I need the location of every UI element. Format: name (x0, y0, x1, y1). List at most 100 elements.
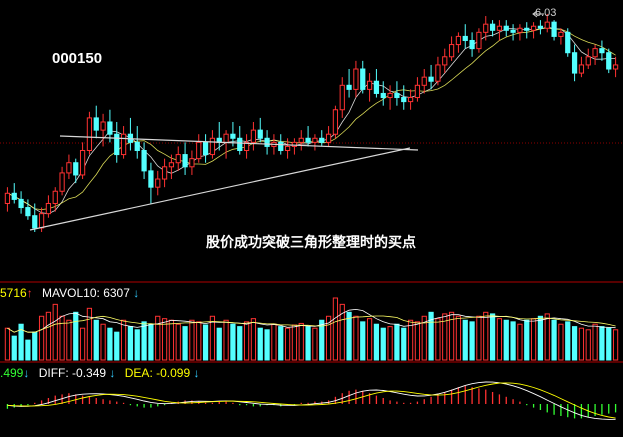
vol-value: 5716 (0, 286, 27, 300)
volume-bar (107, 327, 113, 361)
volume-bar (264, 329, 270, 361)
volume-bar (571, 326, 578, 361)
candle-body (284, 145, 291, 152)
candle-body (86, 117, 93, 152)
volume-bar (25, 339, 31, 361)
volume-bar (79, 327, 86, 361)
candle-body (189, 158, 195, 168)
volume-bar (237, 326, 243, 361)
candle-body (360, 68, 366, 90)
macd-value: .499 (0, 366, 24, 380)
volume-bar (448, 311, 455, 361)
volume-bar (4, 327, 11, 361)
candle-body (483, 23, 489, 33)
volume-bar (120, 319, 127, 361)
volume-bar (216, 327, 222, 361)
volume-bar (100, 323, 106, 361)
breakout-annotation: 股价成功突破三角形整理时的买点 (206, 234, 416, 250)
volume-bar (155, 315, 161, 361)
candle-body (551, 21, 557, 37)
candle-body (612, 64, 619, 70)
volume-bar (52, 303, 58, 361)
candle-body (155, 178, 161, 188)
candle-body (585, 56, 591, 66)
volume-bar (442, 313, 448, 361)
volume-bar (291, 324, 298, 361)
volume-bar (373, 323, 380, 361)
candle-body (45, 202, 52, 215)
candle-body (401, 97, 407, 103)
candle-body (298, 137, 304, 143)
candle-body (537, 25, 544, 29)
volume-bar (73, 311, 79, 361)
candle-body (442, 56, 448, 66)
candle-body (120, 133, 127, 156)
macd-indicator-bar: .499↓ DIFF: -0.349 ↓ DEA: -0.099 ↓ (0, 366, 200, 380)
volume-bar (455, 315, 462, 361)
volume-bar (503, 319, 509, 361)
candle-body (52, 190, 58, 204)
volume-bar (551, 319, 557, 361)
candle-body (25, 207, 31, 217)
volume-bar (476, 315, 482, 361)
volume-bar (148, 323, 154, 361)
volume-bar (599, 326, 605, 361)
volume-bar (298, 322, 304, 361)
candle-body (237, 137, 243, 152)
volume-bar (93, 319, 99, 361)
volume-bar (223, 319, 229, 361)
candle-body (250, 129, 257, 143)
candle-body (93, 117, 99, 131)
volume-bar (114, 331, 120, 361)
volume-bar (401, 327, 407, 361)
dea-label: DEA: (124, 366, 153, 380)
mavol-arrow-icon: ↓ (133, 286, 140, 300)
volume-bar (517, 323, 523, 361)
candle-body (476, 31, 482, 50)
volume-bar (175, 323, 181, 361)
candle-body (134, 141, 140, 152)
candle-body (462, 35, 468, 41)
candle-body (448, 44, 455, 58)
volume-bar (578, 327, 585, 361)
volume-bar (127, 326, 134, 361)
volume-bar (585, 329, 591, 361)
volume-bar (606, 327, 612, 361)
volume-bar (524, 319, 530, 361)
diff-line (7, 381, 616, 420)
candle-body (606, 52, 612, 70)
volume-bar (18, 323, 24, 361)
grid-lines (0, 142, 623, 363)
high-price-label: 6.03 (535, 7, 557, 19)
candle-body (578, 64, 585, 74)
candle-body (373, 80, 380, 94)
volume-bar (483, 311, 489, 361)
candle-body (223, 133, 229, 143)
candle-body (592, 48, 598, 58)
candle-body (489, 23, 496, 31)
volume-bar (196, 321, 202, 361)
candle-body (243, 141, 250, 152)
volume-bar (134, 329, 140, 361)
candle-body (366, 80, 373, 90)
volume-bar (387, 326, 393, 361)
volume-bar (182, 326, 188, 361)
candle-body (353, 68, 359, 90)
candle-body (209, 137, 216, 156)
volume-bar (489, 313, 496, 361)
candle-body (175, 154, 181, 164)
candle-body (599, 48, 605, 54)
volume-bar (284, 327, 291, 361)
candle-body (305, 137, 311, 143)
stock-code-label: 000150 (52, 50, 103, 67)
volume-bar (45, 311, 52, 361)
candle-body (496, 25, 503, 31)
candle-body (407, 97, 414, 103)
candle-body (107, 121, 113, 135)
volume-bar (496, 318, 503, 361)
volume-bar (612, 329, 619, 361)
candle-body (278, 141, 284, 152)
dea-value: -0.099 (156, 366, 191, 380)
dea-line (7, 382, 616, 419)
candle-body (114, 133, 120, 156)
